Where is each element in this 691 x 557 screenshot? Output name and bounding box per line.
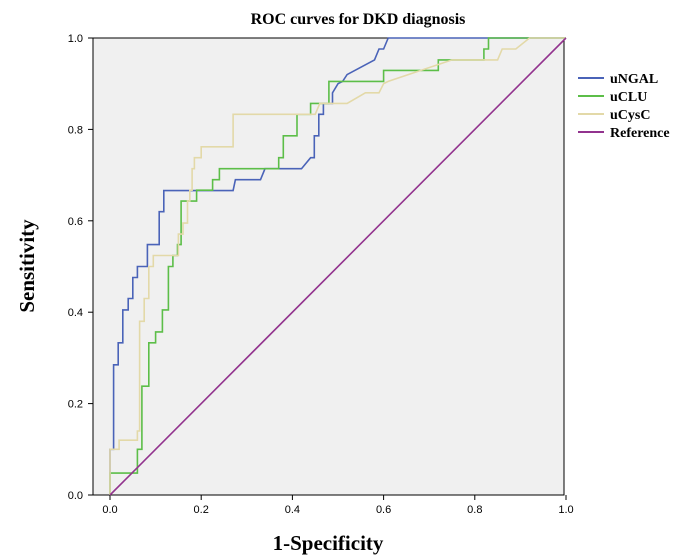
y-tick-label: 0.4: [68, 307, 83, 319]
axis-ticks: 0.0 0.2 0.4 0.6 0.8 1.0 0.0 0.2 0.4 0.6 0.8 1.0: [68, 33, 574, 516]
y-tick-label: 0.0: [68, 490, 83, 502]
x-tick-label: 0.8: [467, 504, 482, 516]
y-axis-title: Sensitivity: [15, 219, 39, 313]
legend-label-uclu: uCLU: [610, 90, 647, 105]
y-tick-label: 0.2: [68, 399, 83, 411]
y-tick-label: 1.0: [68, 33, 83, 45]
roc-series: [109, 37, 567, 496]
chart-title: ROC curves for DKD diagnosis: [251, 11, 466, 28]
y-tick-label: 0.6: [68, 216, 83, 228]
legend-label-ucysc: uCysC: [610, 108, 650, 123]
reference-curve: [109, 37, 567, 496]
x-tick-label: 0.2: [194, 504, 209, 516]
y-tick-label: 0.8: [68, 124, 83, 136]
legend: uNGAL uCLU uCysC Reference: [578, 72, 670, 141]
x-axis-title: 1-Specificity: [273, 531, 384, 555]
legend-label-reference: Reference: [610, 126, 670, 141]
ucysc-curve: [109, 37, 566, 495]
x-tick-label: 0.4: [285, 504, 300, 516]
ungal-curve: [109, 37, 566, 495]
x-tick-label: 0.0: [102, 504, 117, 516]
uclu-curve: [109, 37, 566, 495]
x-tick-label: 1.0: [558, 504, 573, 516]
x-tick-label: 0.6: [376, 504, 391, 516]
plot-area: [92, 37, 565, 496]
legend-label-ungal: uNGAL: [610, 72, 658, 87]
